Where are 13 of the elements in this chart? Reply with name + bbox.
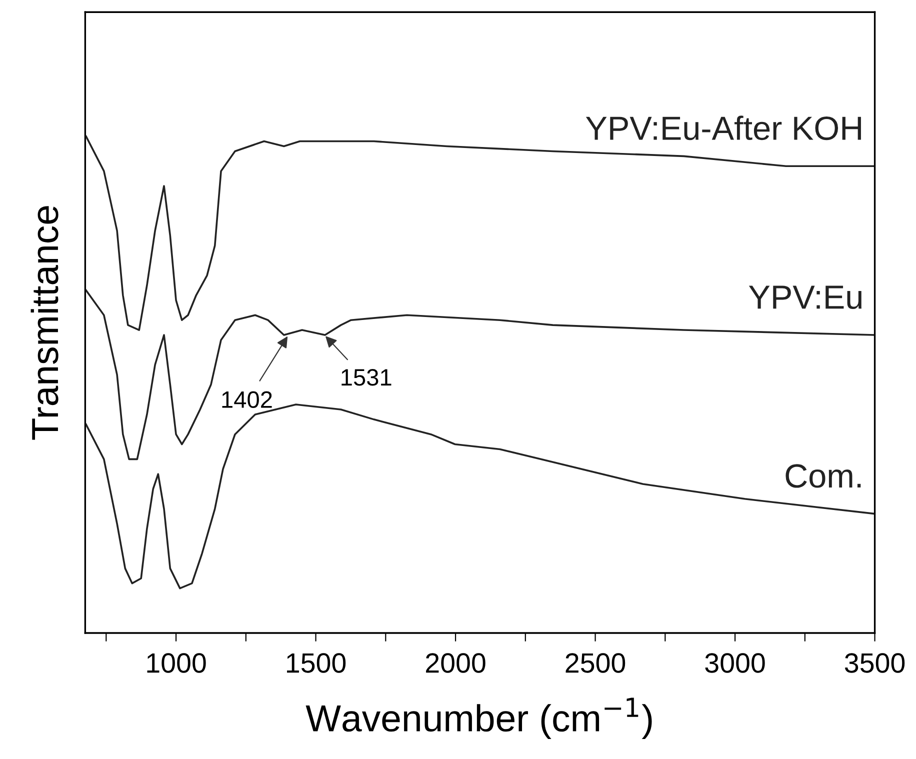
x-tick-label: 3000 bbox=[705, 653, 765, 673]
series-label: YPV:Eu-After KOH bbox=[586, 116, 861, 140]
annotation: 1402 bbox=[222, 391, 272, 408]
x-axis-title: Wavenumber (cm$^{−1}$) bbox=[306, 698, 652, 740]
x-tick-label: 3500 bbox=[844, 653, 905, 673]
x-tick-label: 2500 bbox=[566, 653, 626, 673]
series-label: Com. bbox=[786, 464, 861, 488]
y-axis-title: Transmittance bbox=[30, 206, 58, 440]
annotation: 1531 bbox=[342, 369, 392, 386]
x-tick-label: 1500 bbox=[287, 653, 346, 673]
x-tick-label: 1000 bbox=[147, 653, 206, 673]
x-tick-label: 2000 bbox=[426, 653, 486, 673]
series-label: YPV:Eu bbox=[748, 286, 862, 309]
